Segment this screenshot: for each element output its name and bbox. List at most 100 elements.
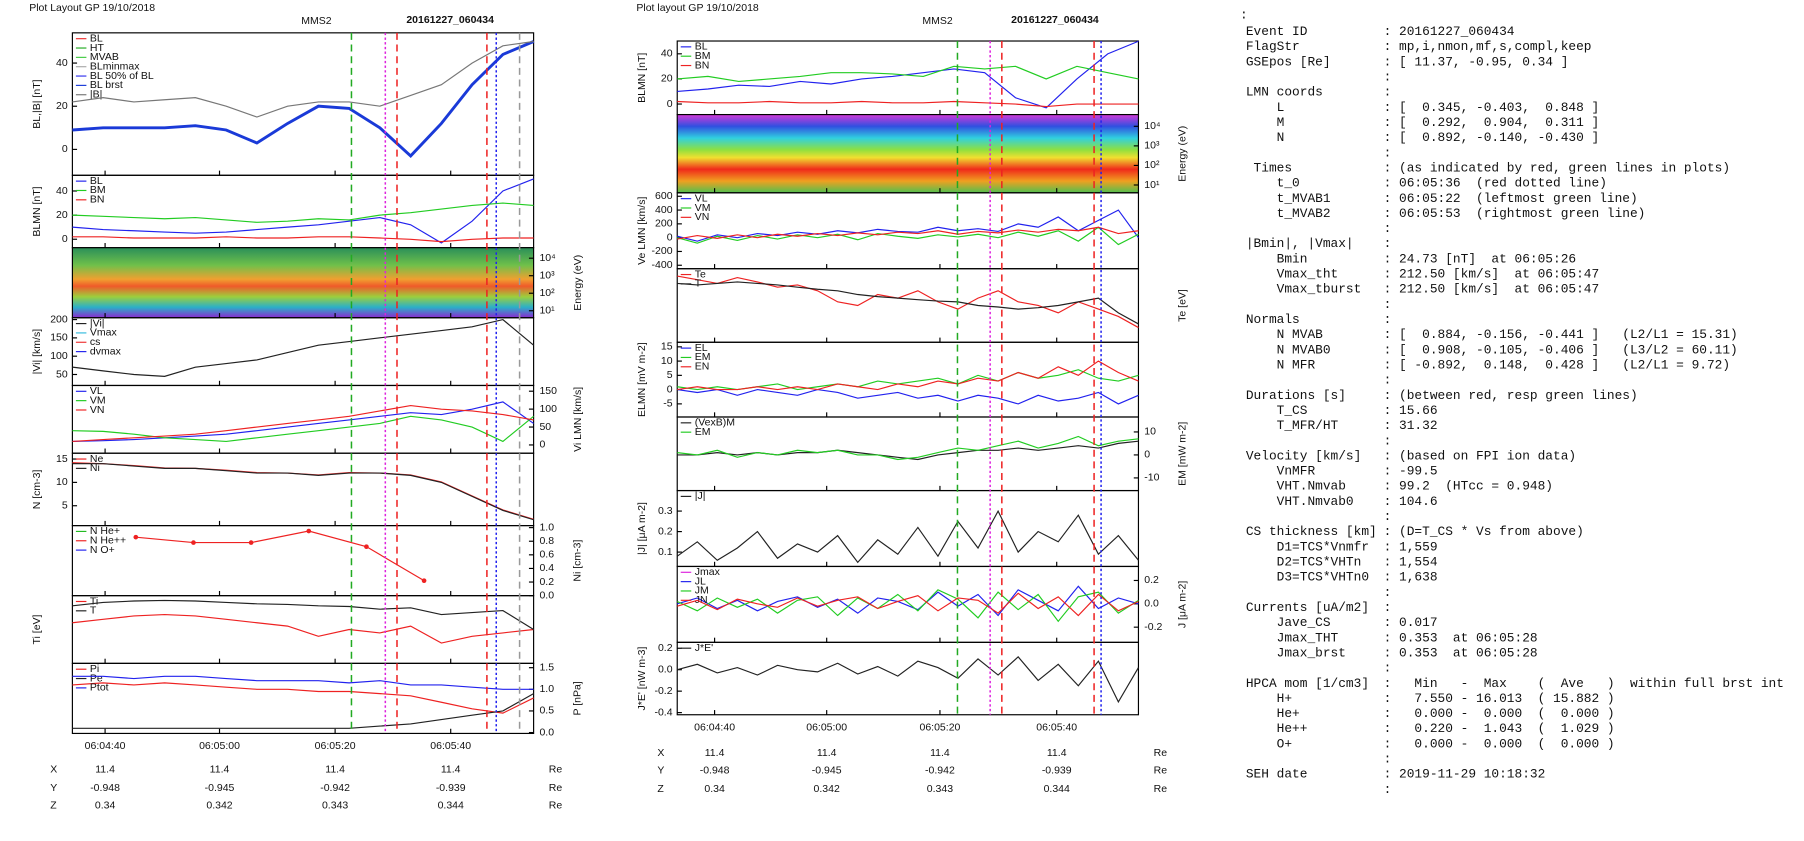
info-key: O+ — [1246, 736, 1292, 751]
y-tick-label: 0.2 — [658, 525, 673, 537]
position-cell: Re — [1154, 765, 1168, 777]
y-tick-label: 50 — [56, 368, 68, 380]
info-value: : 24.73 [nT] at 06:05:26 — [1384, 251, 1576, 266]
y-tick-label: 1.0 — [539, 683, 554, 695]
legend-label: Jmax — [695, 566, 721, 578]
position-cell: Re — [549, 800, 563, 812]
data-point — [133, 534, 139, 540]
y-tick-label: 150 — [50, 332, 68, 344]
series-line — [72, 40, 534, 118]
position-cell: 0.342 — [814, 783, 840, 795]
series-line — [677, 440, 1139, 461]
legend-label: EL — [695, 342, 708, 354]
legend-label: BL 50% of BL — [90, 70, 154, 82]
info-value: : (D=T_CS * Vs from above) — [1384, 524, 1584, 539]
data-point — [421, 578, 427, 584]
info-value: : — [1384, 433, 1392, 448]
series-line — [677, 585, 1139, 617]
series-line — [677, 40, 1139, 109]
position-cell: 11.4 — [930, 747, 950, 759]
info-key: M — [1246, 115, 1285, 130]
event-id: 20161227_060434 — [406, 14, 494, 26]
info-key: He+ — [1246, 706, 1300, 721]
panel-frame — [676, 40, 1140, 116]
info-value: : — [1384, 85, 1392, 100]
legend-label: BN — [695, 59, 710, 71]
data-point — [306, 528, 312, 534]
info-key: He++ — [1246, 721, 1308, 736]
position-cell: Z — [50, 800, 57, 812]
info-value: : — [1384, 221, 1392, 236]
info-value: : [ -0.892, 0.148, 0.428 ] (L2/L1 = 9.72… — [1384, 357, 1730, 372]
info-value: : 1,559 — [1384, 539, 1438, 554]
legend-label: BL — [90, 175, 103, 187]
y-tick-label: -5 — [663, 398, 672, 410]
series-line — [677, 226, 1139, 246]
legend-label: VL — [90, 385, 103, 397]
legend-label: Ni — [90, 462, 100, 474]
info-key: t_0 — [1246, 176, 1300, 191]
series-line — [72, 40, 535, 158]
info-value: : 0.000 - 0.000 ( 0.000 ) — [1384, 736, 1615, 751]
legend-label: Ptot — [90, 682, 109, 694]
y-axis-label: J [μA m-2] — [1177, 581, 1189, 629]
legend-label: VN — [90, 404, 105, 416]
y-tick-label: 0 — [1144, 449, 1150, 461]
position-cell: X — [50, 763, 57, 775]
data-point — [364, 544, 369, 550]
y-tick-label: 0.3 — [658, 505, 673, 517]
footer: paschmann 22-Nov-2018 12:34 — [445, 839, 592, 841]
y-tick-label: -400 — [652, 259, 673, 271]
series-line — [72, 178, 534, 244]
position-cell: 0.342 — [206, 800, 232, 812]
y-axis-label: Ti [eV] — [31, 614, 43, 644]
y-axis-label: Energy (eV) — [1177, 126, 1189, 182]
legend-label: Pi — [90, 663, 99, 675]
panel-frame — [676, 641, 1140, 716]
info-key: Normals — [1246, 312, 1300, 327]
y-axis-label: Vi LMN [km/s] — [572, 387, 584, 452]
y-tick-label: 0.2 — [539, 576, 554, 588]
legend-label: BLminmax — [90, 60, 140, 72]
series-line — [72, 202, 534, 223]
position-cell: 0.343 — [322, 800, 348, 812]
info-key: LMN coords — [1246, 85, 1323, 100]
position-cell: 11.4 — [210, 763, 230, 775]
info-key: H+ — [1246, 691, 1292, 706]
position-cell: 11.4 — [95, 763, 115, 775]
series-line — [72, 415, 534, 443]
y-tick-label: 10⁴ — [1144, 120, 1160, 132]
layout-label: Plot layout GP 19/10/2018 — [636, 2, 759, 14]
info-key: VnMFR — [1246, 464, 1316, 479]
y-tick-label: 10 — [1144, 426, 1156, 438]
info-key: D2=TCS*VHTn — [1246, 555, 1361, 570]
legend-label: dvmax — [90, 345, 122, 357]
y-tick-label: 5 — [62, 500, 68, 512]
panel-frame — [71, 595, 535, 664]
y-axis-label: BLMN [nT] — [31, 186, 43, 236]
y-tick-label: -200 — [652, 245, 673, 257]
info-value: : 0.220 - 1.043 ( 1.029 ) — [1384, 721, 1615, 736]
legend-label: N O+ — [90, 544, 115, 556]
y-tick-label: 0.4 — [539, 562, 554, 574]
legend-label: N He+ — [90, 525, 120, 537]
series-line — [676, 589, 1139, 623]
info-value: : 15.66 — [1384, 403, 1438, 418]
position-cell: Y — [657, 765, 664, 777]
info-value: : — [1384, 373, 1392, 388]
info-key: Vmax_tburst — [1246, 282, 1361, 297]
y-tick-label: 400 — [655, 204, 673, 216]
legend-label: Pe — [90, 672, 103, 684]
info-key: Times — [1246, 160, 1292, 175]
info-value: : — [1384, 782, 1392, 797]
y-tick-label: 20 — [56, 209, 68, 221]
legend-label: EM — [695, 351, 711, 363]
y-tick-label: 15 — [661, 341, 673, 353]
position-cell: -0.939 — [1042, 765, 1072, 777]
y-tick-label: 0.0 — [1144, 598, 1159, 610]
info-key: N — [1246, 130, 1285, 145]
y-tick-label: 200 — [655, 218, 673, 230]
info-key: Jmax_brst — [1246, 645, 1346, 660]
position-cell: Re — [1154, 783, 1168, 795]
legend-label: BL — [90, 32, 103, 44]
